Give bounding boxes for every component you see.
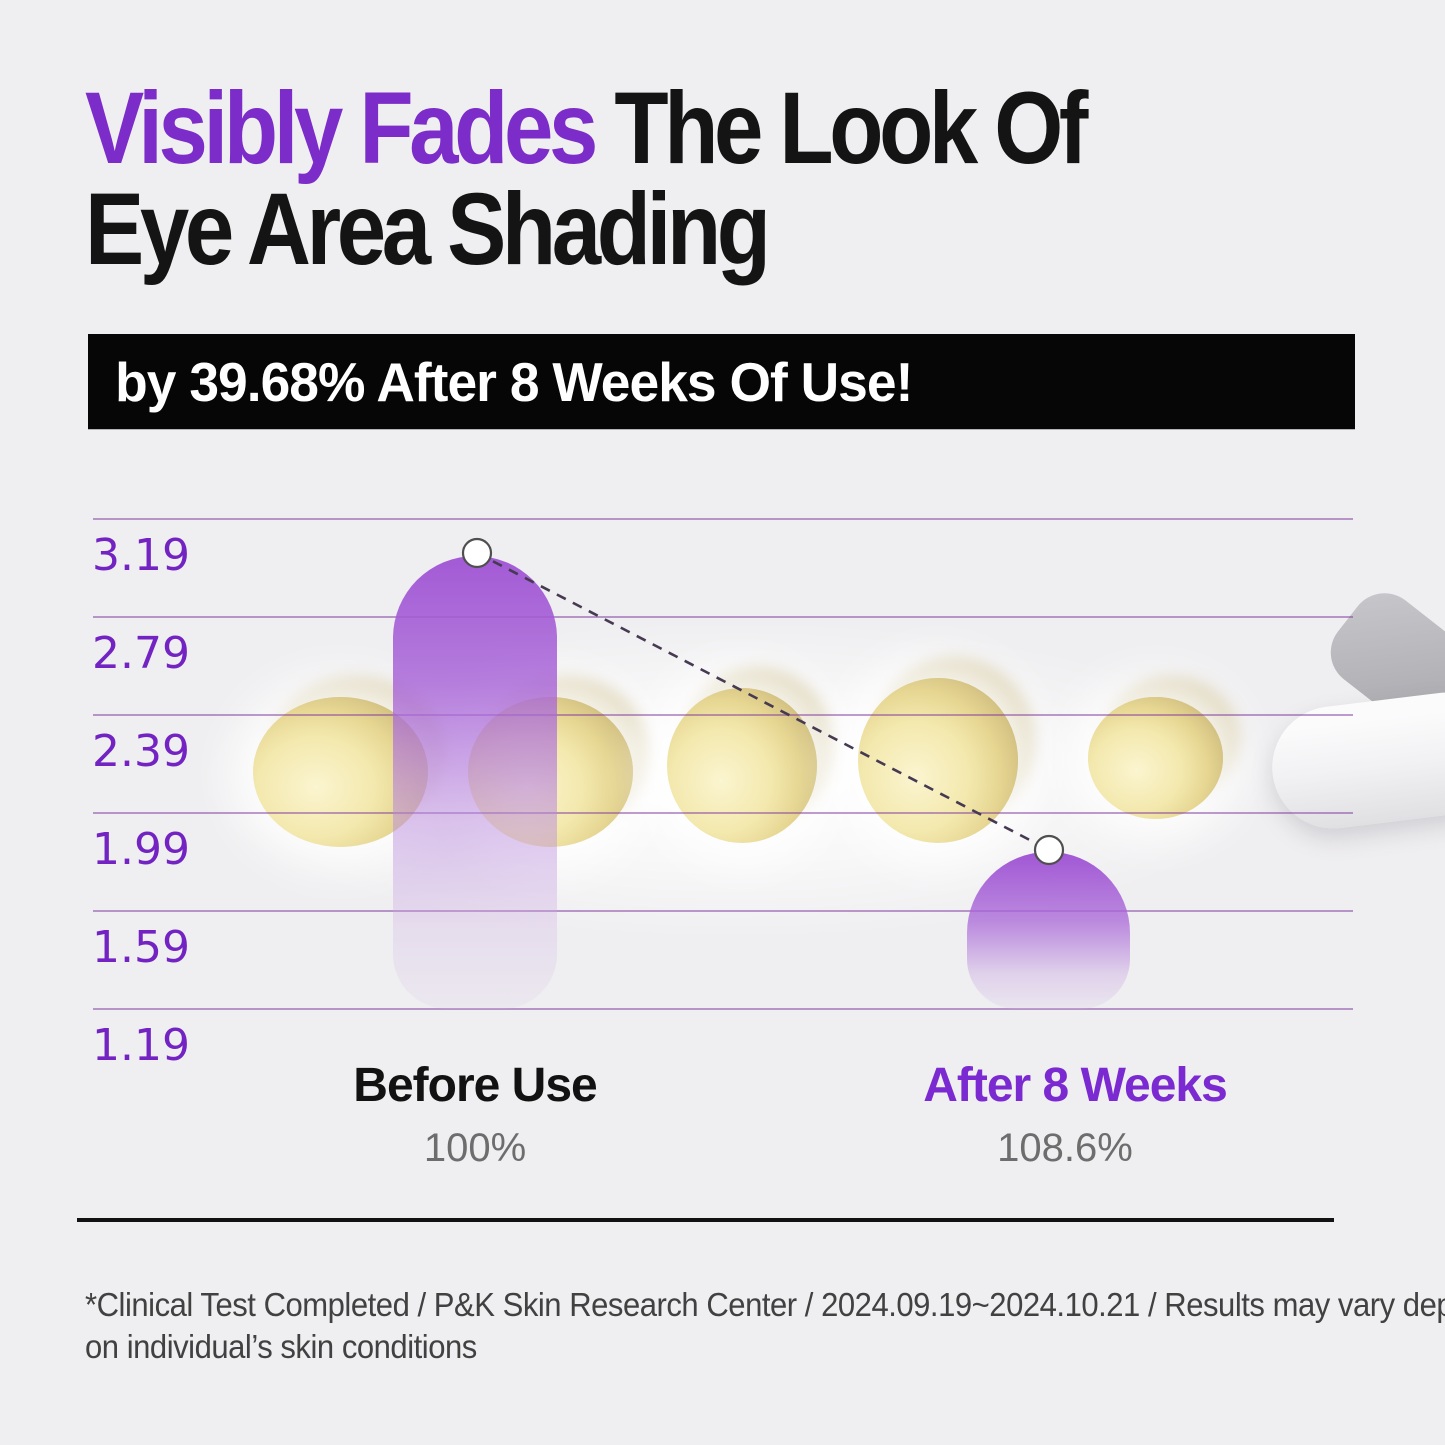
gridline (93, 812, 1353, 814)
footer-divider (77, 1218, 1334, 1222)
y-axis-tick: 2.39 (92, 726, 190, 777)
dollop-body (1088, 697, 1223, 819)
bar-before-use (393, 556, 557, 1009)
title-rest: The Look Of (594, 71, 1088, 185)
title-highlight: Visibly Fades (85, 71, 598, 185)
dollop-body (858, 678, 1018, 843)
x-label-after-8-weeks: After 8 Weeks (923, 1059, 1228, 1112)
percent-before-use: 100% (423, 1126, 527, 1170)
gridline (93, 616, 1353, 618)
disclaimer-line-2: on individual’s skin conditions (85, 1328, 477, 1365)
gridline (93, 518, 1353, 520)
balm-dollop (858, 658, 1034, 843)
bar-after-8-weeks (967, 852, 1130, 1009)
gridline (93, 714, 1353, 716)
x-label-before-use: Before Use (353, 1059, 597, 1112)
gridline (93, 910, 1353, 912)
title-line-1: Visibly Fades The Look Of (85, 77, 1088, 179)
balm-dollop (667, 668, 833, 843)
balm-dollop (1088, 677, 1239, 819)
gridline (93, 1008, 1353, 1010)
y-axis-tick: 1.59 (92, 922, 190, 973)
percent-after-8-weeks: 108.6% (997, 1126, 1133, 1170)
applicator-tip-photo (1245, 579, 1445, 920)
claim-banner-text: by 39.68% After 8 Weeks Of Use! (115, 350, 913, 413)
page-title: Visibly Fades The Look Of Eye Area Shadi… (85, 77, 1088, 286)
y-axis-tick: 1.99 (92, 824, 190, 875)
disclaimer-line-1: *Clinical Test Completed / P&K Skin Rese… (85, 1286, 1445, 1323)
claim-banner: by 39.68% After 8 Weeks Of Use! (88, 334, 1355, 429)
dollop-body (667, 688, 817, 843)
y-axis-tick: 2.79 (92, 628, 190, 679)
y-axis-tick: 1.19 (92, 1020, 190, 1071)
y-axis-tick: 3.19 (92, 530, 190, 581)
title-line-2: Eye Area Shading (85, 172, 771, 286)
